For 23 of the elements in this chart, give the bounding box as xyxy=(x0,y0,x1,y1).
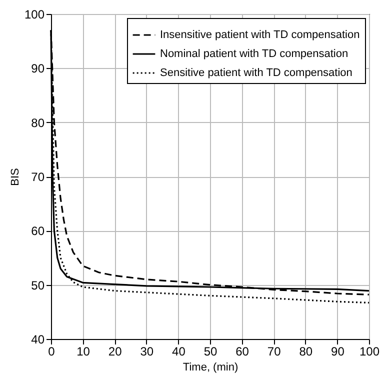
x-tick-label: 30 xyxy=(140,344,154,358)
legend-label: Insensitive patient with TD compensation xyxy=(160,29,360,41)
legend-label: Sensitive patient with TD compensation xyxy=(160,67,352,79)
y-tick-label: 80 xyxy=(31,116,45,130)
x-tick-label: 50 xyxy=(204,344,218,358)
x-tick-label: 70 xyxy=(267,344,282,358)
y-tick-label: 50 xyxy=(31,278,45,292)
y-tick-label: 40 xyxy=(31,332,45,346)
x-axis-title: Time, (min) xyxy=(182,362,238,374)
x-tick-label: 60 xyxy=(236,344,250,358)
x-tick-label: 10 xyxy=(76,344,90,358)
y-axis-title: BIS xyxy=(9,168,22,186)
y-tick-label: 60 xyxy=(31,224,45,238)
legend-label: Nominal patient with TD compensation xyxy=(160,48,348,60)
y-tick-label: 90 xyxy=(31,62,45,76)
y-tick-label: 100 xyxy=(24,8,45,22)
y-tick-label: 70 xyxy=(31,170,45,184)
x-tick-label: 90 xyxy=(331,344,345,358)
x-tick-label: 20 xyxy=(108,344,122,358)
x-tick-label: 100 xyxy=(359,344,380,358)
x-tick-label: 0 xyxy=(48,344,56,358)
x-tick-label: 40 xyxy=(172,344,186,358)
x-tick-label: 80 xyxy=(299,344,313,358)
